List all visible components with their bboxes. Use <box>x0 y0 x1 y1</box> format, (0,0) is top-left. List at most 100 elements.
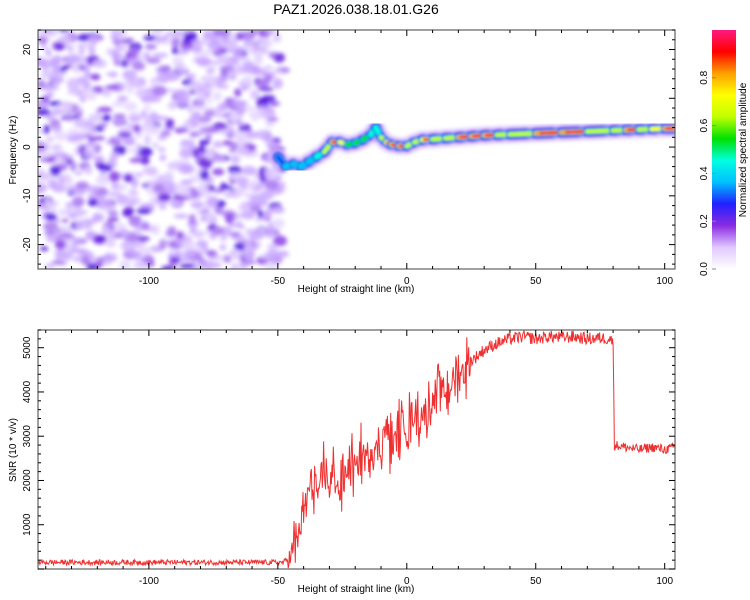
spectrogram-noise-blob <box>156 73 169 84</box>
spectrogram-y-tick-label: 0 <box>22 144 33 150</box>
spectrogram-noise-blob <box>144 134 151 146</box>
spectrogram-noise-blob <box>88 34 99 46</box>
spectrogram-noise-blob <box>244 44 253 54</box>
spectrogram-noise-blob <box>66 113 74 122</box>
spectrogram-noise-blob <box>263 261 280 269</box>
colorbar-ticks: 0.0 0.2 0.4 0.6 0.8 <box>699 70 716 276</box>
spectrogram-noise-blob <box>50 56 57 66</box>
spectrogram-noise-blob <box>93 262 103 268</box>
spectrogram-noise-blob <box>145 57 161 64</box>
spectrogram-noise-blob <box>65 202 75 208</box>
spectrogram-noise-blob <box>267 243 278 251</box>
spectrogram-noise-blob <box>224 191 233 199</box>
spectrogram-noise-blob <box>77 33 91 42</box>
spectrogram-noise-blob <box>48 73 64 85</box>
spectrogram-noise-blob <box>105 72 118 77</box>
spectrogram-noise-blob <box>132 61 146 71</box>
spectrogram-frame <box>37 29 676 270</box>
spectrogram-noise-blob <box>39 246 49 252</box>
spectrogram-noise-blob <box>58 176 65 185</box>
spectrogram-noise-blob <box>152 183 165 194</box>
spectrogram-plot-area <box>38 30 675 269</box>
spectrogram-noise-blob <box>140 156 150 166</box>
spectrogram-noise-blob <box>109 152 119 160</box>
spectrogram-noise-blob <box>196 185 208 193</box>
spectrogram-noise-blob <box>236 56 251 62</box>
spectrogram-noise-blob <box>98 163 113 173</box>
spectrogram-noise-blob <box>142 166 156 176</box>
spectrogram-noise-blob <box>265 180 279 191</box>
spectrogram-noise-blob <box>142 255 155 263</box>
spectrogram-noise-blob <box>93 235 107 243</box>
spectrogram-noise-blob <box>204 212 215 223</box>
spectrogram-noise-blob <box>45 263 55 268</box>
spectrogram-noise-blob <box>50 144 63 152</box>
snr-y-tick-label: 3000 <box>22 425 33 448</box>
spectrogram-noise-blob <box>101 225 111 236</box>
spectrogram-noise-blob <box>230 263 240 269</box>
spectrogram-noise-blob <box>135 132 142 138</box>
spectrogram-noise-blob <box>140 110 147 118</box>
spectrogram-noise-blob <box>72 237 81 247</box>
spectrogram-noise-blob <box>66 134 82 143</box>
spectrogram-noise-blob <box>61 218 69 223</box>
spectrogram-noise-blob <box>80 127 91 134</box>
spectrogram-noise-blob <box>89 74 101 80</box>
spectrogram-noise-blob <box>57 102 73 112</box>
spectrogram-noise-blob <box>73 188 85 196</box>
spectrogram-noise-blob <box>263 212 272 221</box>
spectrogram-noise-blob <box>230 154 241 165</box>
spectrogram-noise-blob <box>273 68 283 74</box>
spectrogram-noise-blob <box>85 230 96 239</box>
spectrogram-noise-blob <box>190 200 205 209</box>
spectrogram-noise-blob <box>133 124 141 134</box>
spectrogram-noise-blob <box>199 180 208 188</box>
spectrogram-noise-blob <box>38 150 53 159</box>
spectrogram-noise-blob <box>207 196 220 207</box>
spectrogram-noise-blob <box>193 230 205 239</box>
spectrogram-noise-blob <box>105 84 121 90</box>
spectrogram-noise-blob <box>49 205 57 215</box>
spectrogram-noise-blob <box>41 30 52 34</box>
spectrogram-noise-blob <box>54 239 66 250</box>
spectrogram-noise-blob <box>116 233 124 239</box>
spectrogram-noise-blob <box>165 118 175 129</box>
spectrogram-noise-blob <box>41 85 57 92</box>
spectrogram-noise-blob <box>152 85 167 97</box>
spectrogram-y-tick-label: 20 <box>22 44 33 56</box>
spectrogram-noise-blob <box>258 199 268 207</box>
spectrogram-noise-blob <box>205 69 215 74</box>
spectrogram-noise-blob <box>65 56 77 65</box>
spectrogram-noise-blob <box>266 141 279 150</box>
colorbar-tick-label: 0.0 <box>699 262 710 276</box>
spectrogram-noise-blob <box>107 190 119 198</box>
spectrogram-noise-blob <box>128 216 141 227</box>
spectrogram-noise-blob <box>270 100 281 107</box>
spectrogram-noise-blob <box>54 152 67 157</box>
spectrogram-noise-blob <box>104 238 115 247</box>
spectrogram-noise-blob <box>199 116 212 122</box>
spectrogram-noise-blob <box>101 114 112 122</box>
spectrogram-noise-blob <box>140 96 153 102</box>
spectrogram-noise-blob <box>67 88 82 95</box>
spectrogram-noise-blob <box>78 45 85 56</box>
spectrogram-noise-blob <box>229 231 241 238</box>
spectrogram-noise-blob <box>178 163 194 174</box>
spectrogram-x-label: Height of straight line (km) <box>298 284 415 295</box>
spectrogram-noise-blob <box>83 68 91 80</box>
spectrogram-noise-blob <box>219 65 235 73</box>
spectrogram-noise-blob <box>243 201 259 207</box>
colorbar-gradient <box>712 30 736 269</box>
spectrogram-noise-blob <box>273 32 281 43</box>
spectrogram-noise-blob <box>189 46 202 53</box>
spectrogram-noise-blob <box>43 198 51 208</box>
spectrogram-noise-blob <box>39 172 54 182</box>
spectrogram-noise-blob <box>74 219 87 231</box>
spectrogram-noise-blob <box>136 207 152 215</box>
spectrogram-noise-blob <box>256 96 263 108</box>
spectrogram-noise-blob <box>68 213 77 220</box>
spectrogram-noise-blob <box>206 98 213 104</box>
spectrogram-noise-blob <box>271 218 285 229</box>
spectrogram-noise-blob <box>232 100 248 107</box>
